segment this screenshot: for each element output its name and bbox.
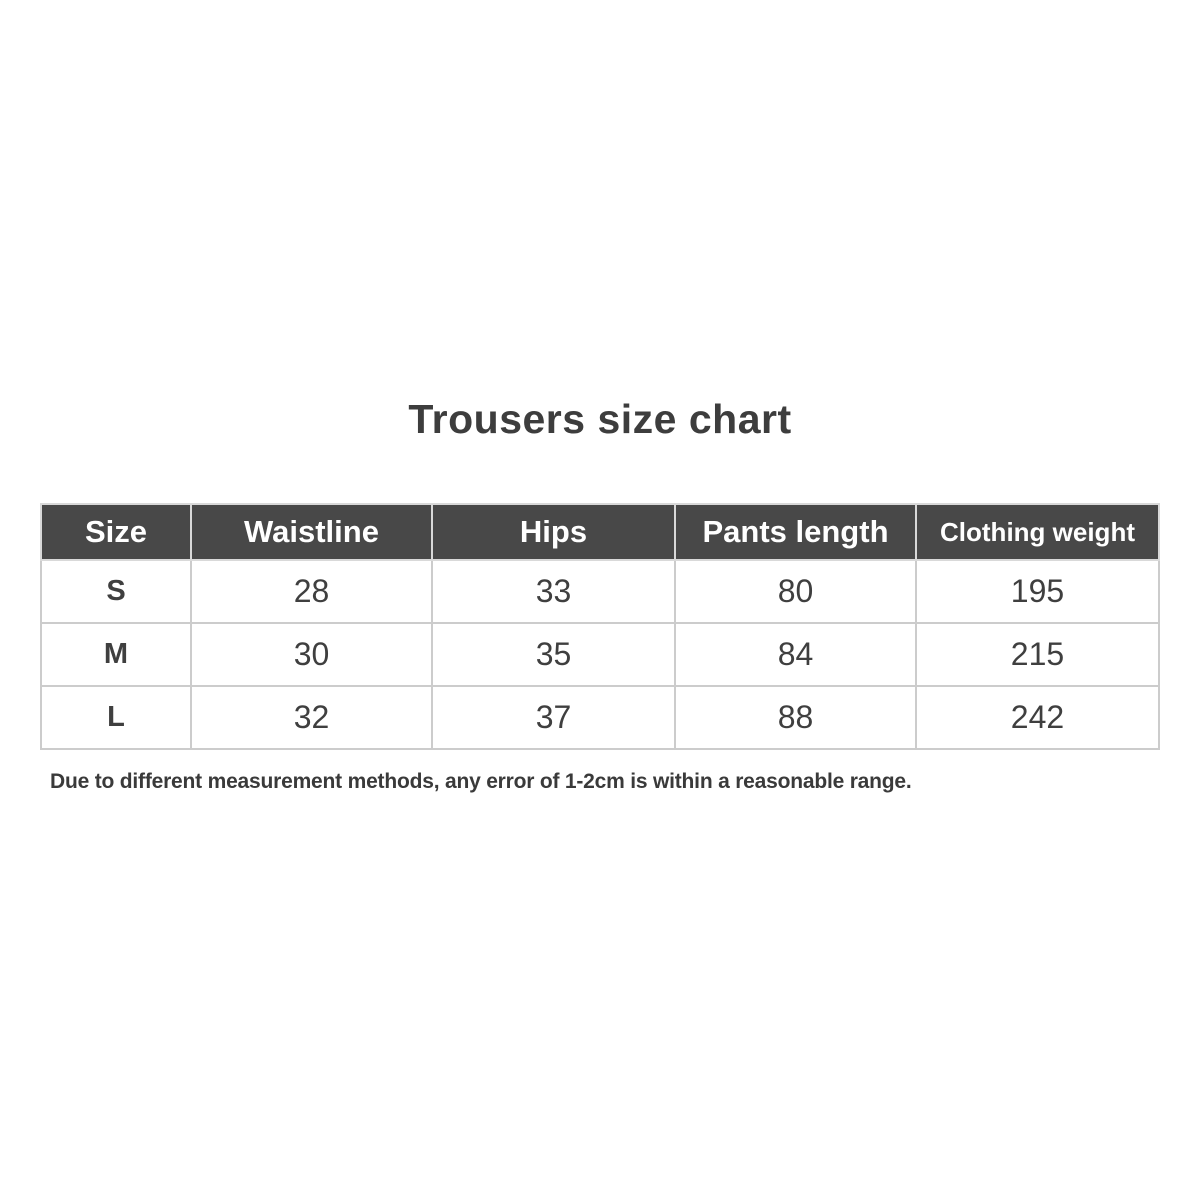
header-cell-size: Size [40,503,192,561]
header-cell-pants-length: Pants length [674,503,917,561]
cell-size: S [40,559,192,624]
cell-hips: 33 [431,559,676,624]
table-row-m: M 30 35 84 215 [40,622,1160,687]
cell-waistline: 32 [190,685,433,750]
header-cell-clothing-weight: Clothing weight [915,503,1160,561]
cell-clothing-weight: 242 [915,685,1160,750]
cell-pants-length: 84 [674,622,917,687]
table-row-s: S 28 33 80 195 [40,559,1160,624]
cell-clothing-weight: 195 [915,559,1160,624]
cell-size: L [40,685,192,750]
header-row: Size Waistline Hips Pants length Clothin… [40,503,1160,561]
size-chart-container: Size Waistline Hips Pants length Clothin… [40,503,1160,750]
cell-waistline: 28 [190,559,433,624]
cell-pants-length: 80 [674,559,917,624]
cell-waistline: 30 [190,622,433,687]
cell-hips: 37 [431,685,676,750]
page-title: Trousers size chart [408,396,792,442]
header-cell-hips: Hips [431,503,676,561]
cell-size: M [40,622,192,687]
cell-clothing-weight: 215 [915,622,1160,687]
cell-pants-length: 88 [674,685,917,750]
table-row-l: L 32 37 88 242 [40,685,1160,750]
cell-hips: 35 [431,622,676,687]
measurement-disclaimer: Due to different measurement methods, an… [50,770,912,793]
size-chart-table: Size Waistline Hips Pants length Clothin… [40,503,1160,750]
header-cell-waistline: Waistline [190,503,433,561]
